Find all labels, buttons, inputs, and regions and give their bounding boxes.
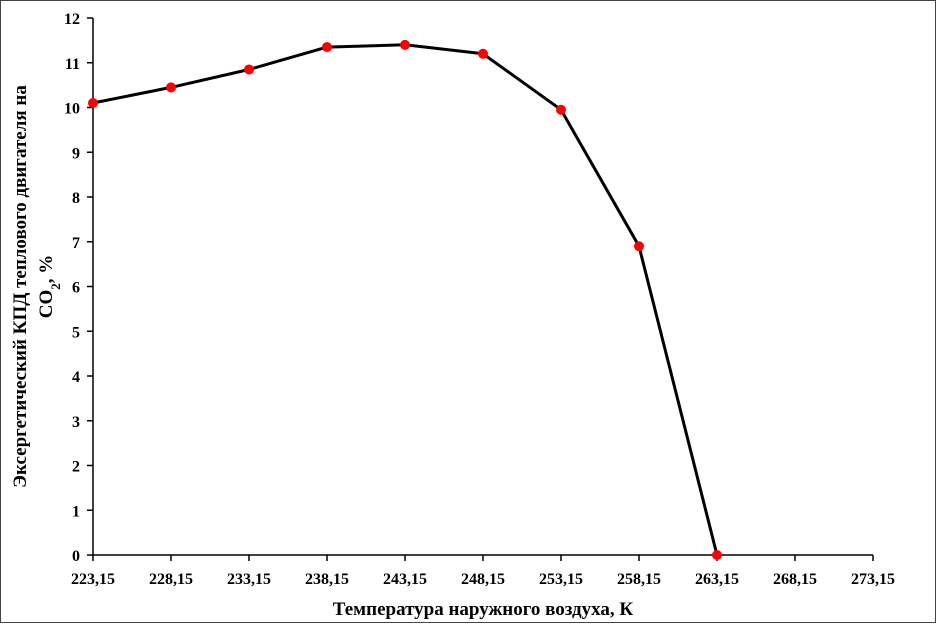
x-tick-label: 228,15 <box>149 571 193 588</box>
x-tick-label: 258,15 <box>617 571 661 588</box>
data-point <box>400 39 410 50</box>
data-point <box>88 98 98 109</box>
y-tick-label: 6 <box>72 280 80 297</box>
y-tick-label: 12 <box>64 11 80 28</box>
data-point <box>166 82 176 93</box>
x-tick-label: 243,15 <box>383 571 427 588</box>
data-point <box>478 48 488 59</box>
x-tick-label: 273,15 <box>851 571 895 588</box>
y-tick-label: 10 <box>64 101 80 118</box>
data-point <box>712 550 722 560</box>
y-axis-title-co: CO <box>36 290 57 319</box>
y-tick-label: 2 <box>72 459 80 476</box>
axes <box>92 18 873 556</box>
x-tick-label: 263,15 <box>695 571 739 588</box>
y-axis-title: Эксергетический КПД теплового двигателя … <box>10 85 63 488</box>
y-axis-title-subscript: 2 <box>48 283 63 290</box>
y-tick-label: 8 <box>72 190 80 207</box>
y-tick-label: 3 <box>72 414 80 431</box>
x-tick-label: 268,15 <box>773 571 817 588</box>
data-point <box>556 104 566 115</box>
data-point <box>634 241 644 252</box>
x-tick-label: 238,15 <box>305 571 349 588</box>
x-tick-label: 248,15 <box>461 571 505 588</box>
series-layer <box>88 39 722 560</box>
series-line <box>92 43 719 556</box>
x-tick-label: 233,15 <box>227 571 271 588</box>
y-axis-title-line2: CO2, % <box>36 255 63 319</box>
y-tick-label: 0 <box>72 548 80 565</box>
data-point <box>322 42 332 53</box>
y-axis-title-unit: , % <box>36 255 57 284</box>
x-tick-label: 223,15 <box>71 571 115 588</box>
y-tick-label: 1 <box>72 503 80 520</box>
y-axis-title-line1: Эксергетический КПД теплового двигателя … <box>10 85 31 488</box>
x-axis-title: Температура наружного воздуха, К <box>333 599 634 620</box>
y-tick-label: 11 <box>65 56 80 73</box>
x-tick-label: 253,15 <box>539 571 583 588</box>
data-point <box>244 64 254 75</box>
y-tick-label: 4 <box>72 369 80 386</box>
x-ticks: 223,15 228,15 233,15 238,15 243,15 248,15 253,… <box>71 555 895 588</box>
y-tick-label: 7 <box>72 235 80 252</box>
y-tick-label: 5 <box>72 324 80 341</box>
y-tick-label: 9 <box>72 145 80 162</box>
